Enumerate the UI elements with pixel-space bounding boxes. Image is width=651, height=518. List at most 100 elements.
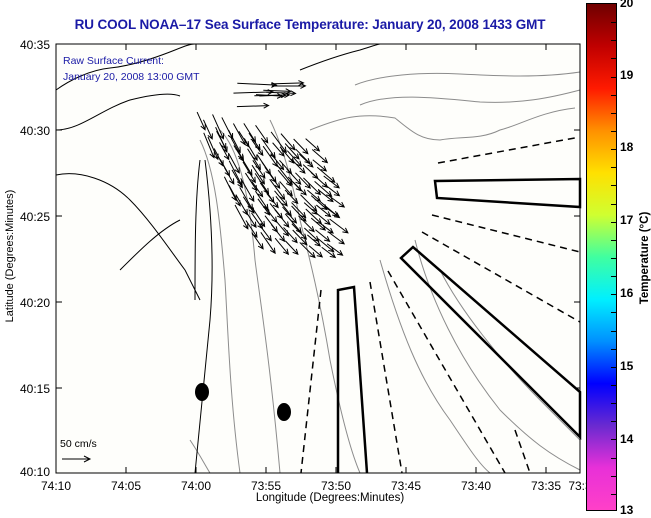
current-arrow: [295, 172, 312, 189]
colorbar-tick: [611, 330, 616, 332]
current-arrow: [272, 82, 307, 89]
current-label-line2: January 20, 2008 13:00 GMT: [63, 71, 200, 83]
y-tick-label: 40:35: [19, 38, 50, 52]
current-arrow: [314, 180, 333, 198]
current-arrow: [213, 148, 224, 167]
current-arrow: [242, 161, 256, 184]
current-arrow: [292, 181, 307, 196]
current-arrow: [260, 232, 276, 255]
current-arrow: [269, 179, 286, 201]
current-arrow: [236, 102, 270, 109]
current-arrow: [329, 218, 349, 234]
current-arrow: [280, 133, 296, 151]
current-arrow: [286, 150, 303, 168]
current-arrow: [299, 242, 316, 259]
colorbar-tick: [611, 239, 616, 241]
current-arrow: [291, 158, 306, 174]
scale-arrow: [62, 455, 92, 463]
colorbar-tick: [611, 493, 616, 495]
current-label-line1: Raw Surface Current:: [63, 55, 164, 67]
current-arrow: [270, 224, 286, 243]
current-arrow: [286, 168, 302, 186]
colorbar-tick: [611, 457, 616, 459]
x-axis-label: Longitude (Degrees:Minutes): [255, 492, 405, 504]
current-arrow: [260, 137, 276, 159]
current-arrow: [274, 190, 288, 207]
colorbar-tick-label: 17: [620, 213, 634, 227]
current-arrow: [323, 183, 341, 197]
current-arrow: [275, 195, 292, 217]
x-tick-label: 73:3: [568, 479, 592, 493]
current-arrow: [291, 223, 308, 240]
current-arrow: [327, 231, 346, 245]
coastline: [55, 43, 381, 474]
station-marker-1[interactable]: [195, 383, 209, 401]
current-vectors: [196, 80, 349, 259]
x-tick-label: 73:35: [530, 479, 562, 493]
current-arrow: [231, 169, 243, 189]
current-arrow: [263, 88, 292, 95]
current-arrow: [244, 209, 257, 229]
current-arrow: [312, 159, 328, 172]
current-arrow: [323, 175, 341, 189]
current-arrow: [282, 206, 298, 224]
current-arrow: [291, 202, 307, 219]
y-tick-label: 40:10: [19, 465, 50, 479]
colorbar-tick: [611, 203, 616, 205]
current-arrow: [274, 209, 290, 228]
current-arrow: [317, 238, 335, 253]
current-arrow: [272, 142, 285, 157]
plot-frame: [55, 43, 581, 474]
colorbar-tick-label: 16: [620, 286, 634, 300]
current-arrow: [308, 245, 324, 258]
current-arrow: [251, 232, 264, 250]
current-arrow: [324, 205, 341, 219]
colorbar-tick: [611, 366, 616, 368]
colorbar-tick: [611, 403, 616, 405]
scale-arrow-label: 50 cm/s: [60, 438, 97, 450]
current-arrow: [251, 181, 264, 198]
colorbar: [586, 3, 617, 511]
current-arrow: [240, 155, 253, 176]
axis-ticks: [56, 44, 580, 473]
current-arrow: [254, 173, 270, 195]
colorbar-tick: [611, 22, 616, 24]
current-arrow: [284, 240, 299, 256]
current-arrow: [284, 189, 299, 205]
current-arrow: [326, 243, 344, 256]
current-arrow: [284, 143, 300, 160]
colorbar-tick: [611, 185, 616, 187]
y-tick-label: 40:15: [19, 382, 50, 396]
x-tick-label: 73:40: [460, 479, 492, 493]
y-tick-label: 40:25: [19, 210, 50, 224]
current-arrow: [251, 139, 264, 157]
current-arrow: [234, 204, 249, 230]
current-arrow: [274, 237, 290, 256]
x-tick-label: 73:55: [250, 479, 282, 493]
current-arrow: [328, 194, 346, 208]
current-arrow: [252, 160, 266, 179]
station-marker-2[interactable]: [277, 403, 291, 421]
colorbar-tick: [611, 475, 616, 477]
current-arrow: [315, 212, 331, 226]
x-tick-label: 74:05: [110, 479, 142, 493]
current-arrow: [243, 138, 258, 161]
current-arrow: [293, 138, 309, 155]
plot-area: [56, 44, 580, 473]
current-arrow: [266, 192, 279, 209]
current-arrow: [305, 138, 321, 152]
colorbar-tick: [611, 76, 616, 78]
current-arrow: [316, 204, 332, 218]
colorbar-tick: [611, 58, 616, 60]
colorbar-tick: [611, 421, 616, 423]
current-arrow: [216, 130, 227, 150]
current-arrow: [239, 187, 253, 211]
current-arrow: [279, 146, 295, 164]
colorbar-tick: [611, 385, 616, 386]
colorbar-tick: [611, 149, 616, 151]
x-tick-label: 74:00: [180, 479, 212, 493]
current-arrow: [259, 224, 272, 242]
current-arrow: [299, 153, 314, 168]
current-arrow: [244, 172, 258, 192]
